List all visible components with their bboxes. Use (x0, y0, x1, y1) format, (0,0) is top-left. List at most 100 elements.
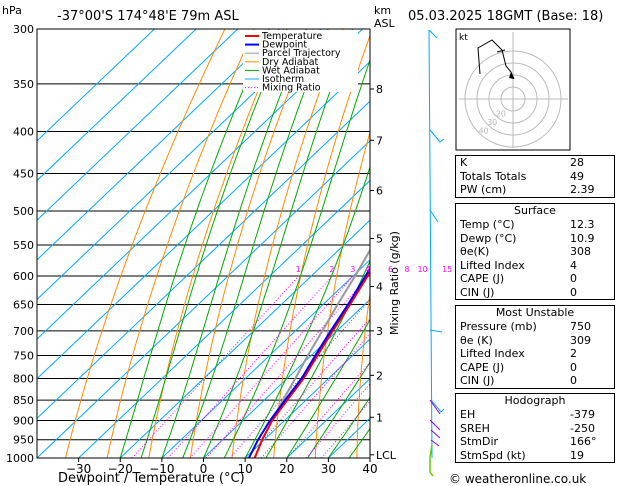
mixing-ratio-line (167, 275, 333, 458)
axes: 3003504004505005506006507007508008509009… (6, 23, 397, 476)
index-label: K (460, 156, 468, 169)
credit: © weatheronline.co.uk (449, 472, 587, 486)
surface-label: CAPE (J) (460, 272, 505, 285)
index-value: 28 (570, 156, 584, 169)
km-label: km (374, 4, 391, 17)
hodograph-value: 166° (570, 435, 597, 448)
datetime-title: 05.03.2025 18GMT (Base: 18) (408, 9, 603, 24)
index-label: PW (cm) (460, 183, 507, 196)
most-unstable-row: Lifted Index 2 (456, 347, 614, 361)
legend-label: Parcel Trajectory (262, 48, 341, 59)
height-tick-label: 2 (376, 369, 383, 382)
most-unstable-value: 750 (570, 320, 591, 333)
isotherm-line (37, 100, 370, 420)
dry-adiabat (65, 29, 226, 458)
surface-value: 4 (570, 258, 577, 272)
mixing-ratio-line (260, 332, 370, 458)
mixing-ratio-label: 15 (442, 265, 452, 274)
index-row: Totals Totals 49 (456, 170, 614, 184)
mixing-ratio-line (306, 383, 370, 458)
surface-row: Dewp (°C) 10.9 (456, 232, 614, 246)
legend-label: Isotherm (262, 74, 304, 85)
height-tick-label: 6 (376, 184, 383, 197)
height-tick-label: 1 (376, 411, 383, 424)
surface-row: θe(K) 308 (456, 245, 614, 259)
surface-label: θe(K) (460, 245, 490, 258)
most-unstable-value: 309 (570, 333, 591, 347)
isotherm-line (119, 219, 370, 458)
pressure-tick-label: 600 (13, 270, 34, 283)
index-label: Totals Totals (460, 169, 527, 183)
pressure-tick-label: 850 (13, 394, 34, 407)
mixing-ratio-label: 2 (329, 265, 334, 274)
hpa-label: hPa (2, 4, 22, 17)
surface-label: Lifted Index (460, 258, 525, 272)
surface-row: Temp (°C) 12.3 (456, 218, 614, 232)
most-unstable-title: Most Unstable (495, 306, 575, 319)
pressure-tick-label: 550 (13, 239, 34, 252)
pressure-tick-label: 800 (13, 372, 34, 385)
temp-tick-label: −30 (66, 462, 91, 476)
hodograph-label: SREH (460, 421, 490, 435)
index-row: PW (cm) 2.39 (456, 183, 614, 197)
surface-row: Lifted Index 4 (456, 259, 614, 273)
temp-tick-label: −10 (149, 462, 174, 476)
most-unstable-value: 0 (570, 374, 577, 387)
surface-title: Surface (514, 204, 556, 217)
dry-adiabat (148, 29, 285, 458)
height-tick-label: 5 (376, 232, 383, 245)
wet-adiabat (244, 165, 370, 458)
surface-row: CIN (J) 0 (456, 286, 614, 300)
height-tick-label: 8 (376, 83, 383, 96)
legend-label: Dry Adiabat (262, 57, 319, 68)
dry-adiabat (623, 29, 629, 458)
mixing-ratio-line (229, 298, 370, 458)
surface-panel: Surface Temp (°C) 12.3 Dewp (°C) 10.9 θe(K) 3… (455, 203, 615, 300)
surface-row: CAPE (J) 0 (456, 272, 614, 286)
height-tick-label: LCL (376, 449, 397, 462)
hodograph-row: StmSpd (kt) 19 (456, 449, 614, 463)
surface-label: Temp (°C) (460, 218, 515, 231)
pressure-tick-label: 700 (13, 325, 34, 338)
profile-lines (248, 248, 370, 458)
surface-value: 308 (570, 245, 591, 258)
legend-label: Temperature (261, 31, 322, 42)
wet-adiabat (182, 29, 329, 458)
isotherm-line (78, 179, 370, 458)
isotherm-line (203, 298, 370, 458)
surface-value: 10.9 (570, 231, 595, 245)
most-unstable-row: CAPE (J) 0 (456, 361, 614, 375)
isotherm-line (37, 29, 239, 221)
index-row: K 28 (456, 156, 614, 170)
most-unstable-label: CIN (J) (460, 374, 495, 387)
hodograph-value: -379 (570, 408, 595, 421)
pressure-tick-label: 300 (13, 23, 34, 36)
legend-label: Dewpoint (262, 40, 307, 51)
most-unstable-panel: Most Unstable Pressure (mb) 750 θe (K) 309 L… (455, 305, 615, 389)
surface-value: 0 (570, 272, 577, 285)
temp-tick-label: 40 (362, 462, 377, 476)
most-unstable-row: θe (K) 309 (456, 334, 614, 348)
most-unstable-label: CAPE (J) (460, 360, 505, 374)
pressure-tick-label: 650 (13, 299, 34, 312)
most-unstable-value: 0 (570, 360, 577, 374)
hodograph-marker (496, 49, 506, 53)
hodograph-panel: Hodograph EH -379 SREH -250 StmDir 166° StmSpd… (455, 393, 615, 463)
hodograph-title: Hodograph (504, 394, 566, 407)
dry-adiabat (189, 29, 314, 458)
x-axis-label: Dewpoint / Temperature (°C) (58, 471, 245, 486)
temp-tick-label: 20 (279, 462, 294, 476)
index-value: 2.39 (570, 183, 595, 196)
hodograph-unit: kt (459, 33, 468, 43)
hodograph-value: 19 (570, 448, 584, 462)
background-lines (37, 29, 629, 458)
pressure-tick-label: 950 (13, 434, 34, 447)
pressure-tick-label: 450 (13, 167, 34, 180)
mixing-ratio-label: 8 (404, 265, 409, 274)
mixing-ratio-line (131, 275, 300, 458)
mixing-ratio-label: 1 (296, 265, 301, 274)
hodograph-row: EH -379 (456, 408, 614, 422)
dry-adiabat (231, 29, 344, 458)
